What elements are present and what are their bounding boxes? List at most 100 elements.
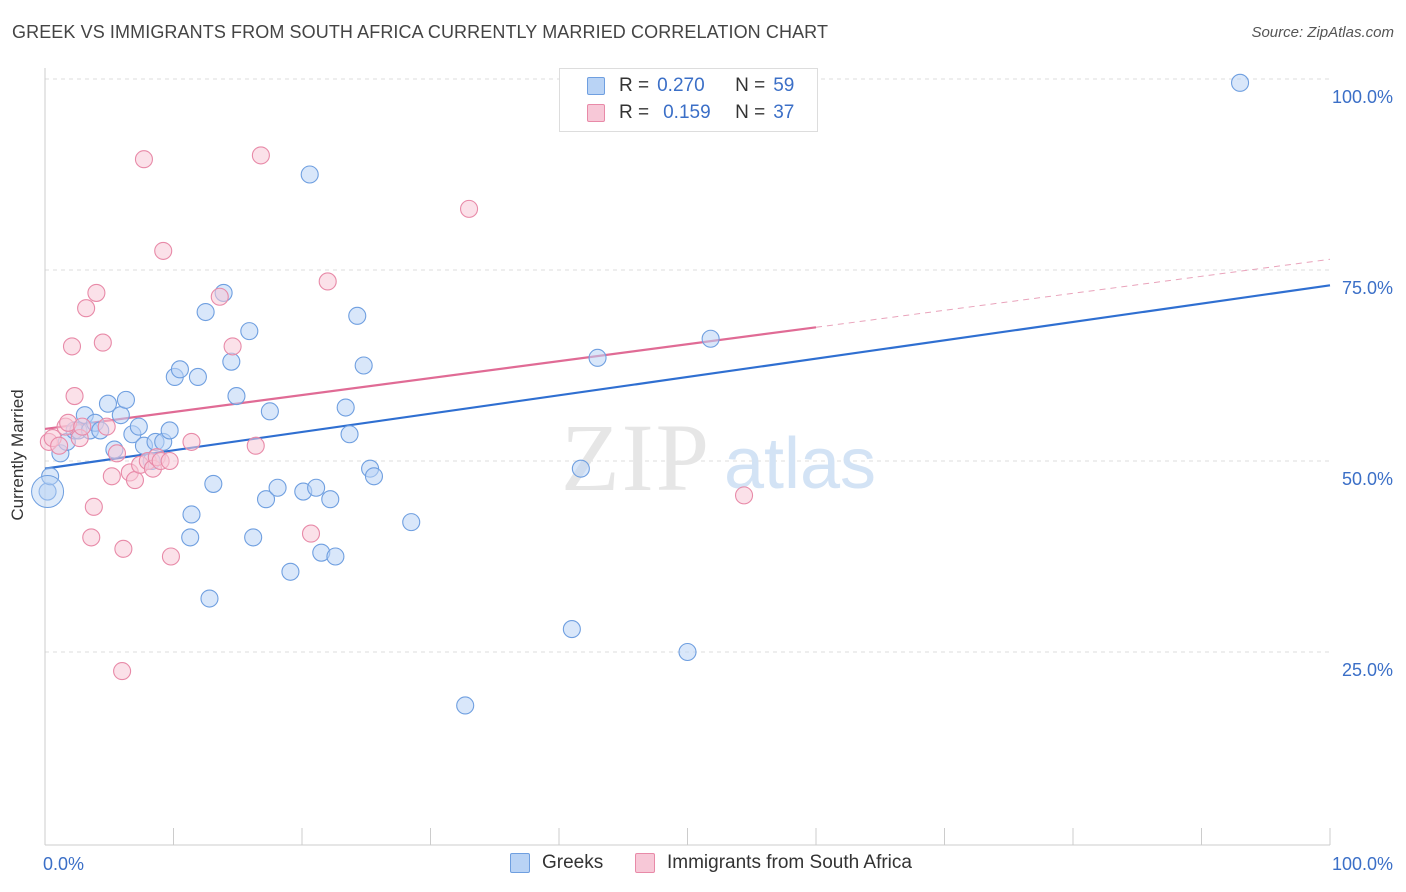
chart-title: GREEK VS IMMIGRANTS FROM SOUTH AFRICA CU…: [12, 22, 829, 42]
y-axis-label: Currently Married: [8, 389, 27, 521]
legend-r-label: R =: [619, 75, 650, 96]
data-point-greeks: [402, 513, 421, 532]
data-point-south-africa: [93, 333, 112, 352]
data-point-south-africa: [210, 287, 229, 306]
data-point-greeks: [701, 329, 720, 348]
data-point-greeks: [307, 478, 326, 497]
data-point-greeks: [1231, 73, 1250, 92]
bottom-legend-greeks: Greeks: [510, 852, 603, 874]
data-point-greeks: [182, 505, 201, 524]
data-point-greeks: [222, 352, 241, 371]
data-point-south-africa: [107, 444, 127, 463]
bottom-legend-label-south-africa: Immigrants from South Africa: [667, 852, 912, 873]
data-point-south-africa: [82, 528, 101, 547]
data-point-greeks: [200, 589, 219, 608]
data-point-south-africa: [161, 547, 180, 566]
legend-n-value: 59: [773, 75, 795, 96]
legend-swatch-greeks: [587, 77, 605, 95]
data-point-south-africa: [154, 241, 173, 260]
legend-r-value: 0.270: [657, 75, 705, 96]
data-point-greeks: [340, 425, 359, 444]
tick-labels: 100.0% 75.0% 50.0% 25.0% 0.0% 100.0%: [43, 87, 1393, 874]
data-point-greeks: [562, 620, 581, 639]
data-point-greeks: [31, 475, 65, 509]
bottom-legend-south-africa: Immigrants from South Africa: [635, 852, 912, 874]
data-point-greeks: [348, 306, 367, 325]
data-point-south-africa: [50, 436, 69, 455]
correlation-legend: R = 0.270 N = 59 R = 0.159 N = 37: [559, 68, 818, 132]
data-point-greeks: [571, 459, 590, 478]
data-point-greeks: [268, 478, 287, 497]
data-point-south-africa: [223, 337, 242, 356]
data-point-greeks: [281, 562, 300, 581]
data-point-south-africa: [301, 524, 321, 543]
data-point-greeks: [129, 417, 148, 436]
data-point-south-africa: [84, 497, 103, 516]
data-point-greeks: [188, 367, 207, 387]
data-point-greeks: [111, 406, 130, 425]
data-point-south-africa: [125, 471, 144, 490]
data-point-greeks: [196, 302, 215, 322]
data-point-south-africa: [77, 299, 96, 318]
legend-r-label: R =: [619, 102, 650, 123]
data-point-south-africa: [102, 467, 121, 486]
legend-r-value: 0.159: [663, 102, 711, 123]
data-point-greeks: [300, 165, 319, 184]
trend-line-south-africa-extension: [815, 258, 1331, 328]
data-point-south-africa: [62, 337, 82, 356]
data-point-south-africa: [246, 436, 265, 455]
bottom-legend-swatch-south-africa: [635, 853, 655, 873]
bottom-legend-label-greeks: Greeks: [542, 852, 604, 873]
data-point-south-africa: [182, 432, 201, 451]
watermark-zip: ZIP: [561, 404, 711, 511]
legend-n-value: 37: [773, 102, 795, 123]
data-point-greeks: [240, 322, 259, 341]
data-point-greeks: [98, 394, 118, 413]
bottom-legend-swatch-greeks: [510, 853, 530, 873]
data-point-south-africa: [114, 539, 133, 558]
axes: [44, 68, 1331, 846]
data-point-greeks: [256, 490, 276, 509]
data-point-greeks: [678, 642, 697, 662]
data-point-south-africa: [734, 486, 754, 505]
y-tick-label: 75.0%: [1342, 278, 1393, 298]
data-point-greeks: [456, 696, 475, 715]
data-point-greeks: [336, 398, 355, 417]
legend-row-south-africa: R = 0.159 N = 37: [587, 101, 794, 125]
data-point-south-africa: [459, 199, 479, 218]
data-point-greeks: [181, 528, 200, 547]
data-point-greeks: [244, 528, 263, 547]
y-tick-label: 50.0%: [1342, 469, 1393, 489]
data-point-south-africa: [251, 146, 270, 165]
data-point-south-africa: [97, 417, 116, 436]
watermark: ZIP atlas: [561, 404, 876, 511]
data-points: [31, 69, 1250, 715]
data-point-greeks: [160, 421, 179, 440]
y-tick-label: 100.0%: [1332, 87, 1393, 107]
legend-row-greeks: R = 0.270 N = 59: [587, 74, 794, 98]
data-point-greeks: [204, 474, 223, 493]
data-point-greeks: [326, 547, 345, 566]
legend-swatch-south-africa: [587, 104, 605, 122]
data-point-greeks: [227, 387, 246, 406]
data-point-greeks: [116, 390, 136, 409]
data-point-south-africa: [73, 417, 92, 436]
legend-n-label: N =: [735, 102, 766, 123]
data-point-greeks: [588, 348, 607, 367]
data-point-south-africa: [318, 272, 337, 291]
trend-line-south-africa: [44, 326, 817, 431]
data-point-greeks: [364, 467, 384, 486]
source-credit: Source: ZipAtlas.com: [1251, 24, 1394, 41]
data-point-south-africa: [87, 283, 106, 302]
data-point-greeks: [321, 490, 340, 509]
x-tick-label: 100.0%: [1332, 854, 1393, 874]
data-point-south-africa: [113, 662, 132, 681]
data-point-south-africa: [160, 451, 179, 471]
data-point-south-africa: [134, 150, 153, 169]
y-tick-label: 25.0%: [1342, 660, 1393, 680]
x-tick-label: 0.0%: [43, 854, 84, 874]
data-point-greeks: [170, 360, 189, 379]
data-point-greeks: [354, 356, 373, 375]
data-point-greeks: [260, 402, 279, 421]
